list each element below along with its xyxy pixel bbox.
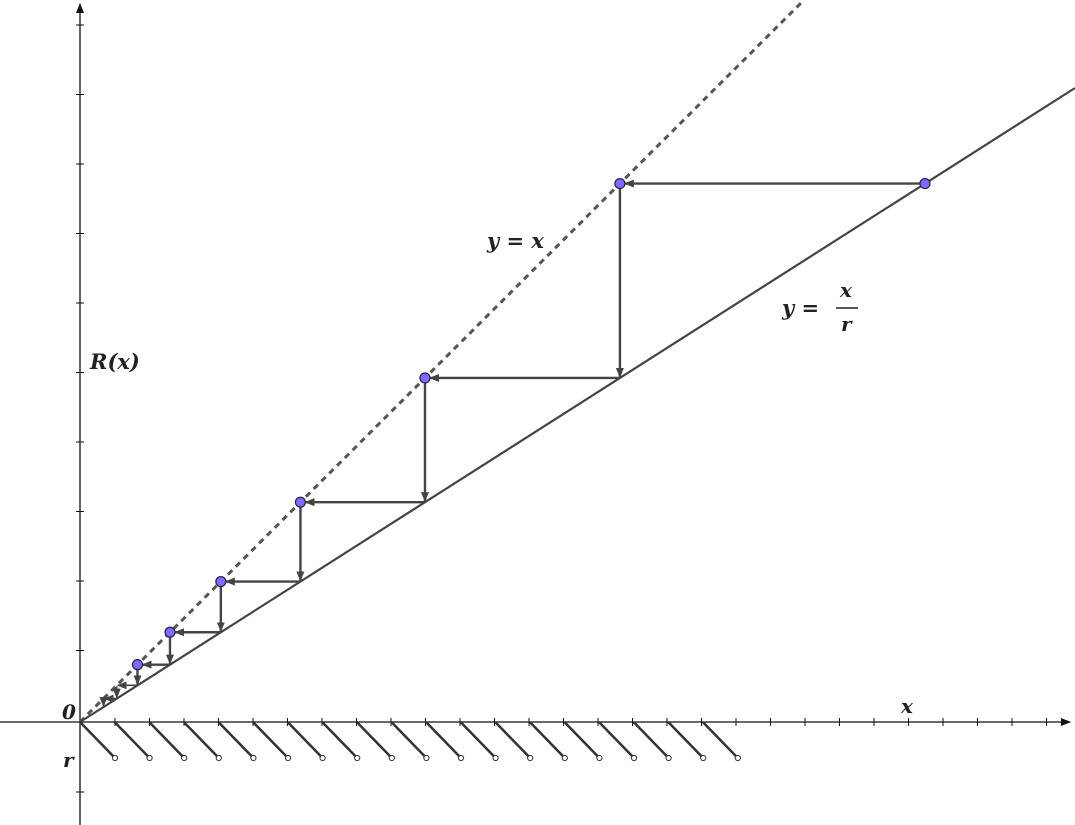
hatch-segment <box>148 721 186 759</box>
hatch-segment <box>113 721 151 759</box>
r-label: r <box>63 748 75 772</box>
hatch-segment <box>528 721 566 759</box>
hatch-end-dot <box>354 754 361 762</box>
identity-line <box>78 0 806 724</box>
start-point <box>919 177 931 190</box>
identity-point <box>294 496 307 508</box>
hatch-segment <box>667 721 705 759</box>
hatch-segment <box>355 721 393 759</box>
hatch-end-dot <box>215 754 222 762</box>
hatch-segment <box>632 721 670 759</box>
scaled-line <box>79 87 1075 723</box>
hatch-end-dot <box>561 754 568 762</box>
hatch-end-dot <box>596 754 603 762</box>
hatch-end-dot <box>734 754 741 762</box>
hatch-end-dot <box>630 754 638 762</box>
hatch-end-dot <box>492 754 499 762</box>
axis-ticks <box>76 24 1047 793</box>
hatch-end-dot <box>423 754 430 762</box>
hatch-segment <box>252 721 289 759</box>
hatch-end-dot <box>146 754 153 762</box>
identity-point <box>131 659 144 671</box>
hatch-segment <box>459 721 497 759</box>
hatch-end-dot <box>284 754 292 762</box>
identity-point <box>164 626 176 638</box>
hatch-marks <box>79 721 741 762</box>
hatch-end-dot <box>181 754 188 762</box>
hatch-end-dot <box>111 754 119 762</box>
identity-point <box>215 575 227 588</box>
identity-line-label: y = x <box>486 228 544 253</box>
hatch-segment <box>494 721 532 759</box>
hatch-end-dot <box>665 754 672 762</box>
hatch-segment <box>425 721 462 759</box>
hatch-segment <box>390 721 428 759</box>
hatch-end-dot <box>700 754 707 762</box>
scaled-line-label-lhs: y = <box>781 295 819 320</box>
hatch-segment <box>286 721 324 759</box>
hatch-segment <box>563 721 601 759</box>
cobweb-steps <box>99 179 925 708</box>
hatch-end-dot <box>319 754 326 762</box>
scaled-line-label-numerator: x <box>839 278 853 302</box>
hatch-end-dot <box>388 754 395 762</box>
hatch-segment <box>701 721 739 759</box>
hatch-segment <box>321 721 359 759</box>
hatch-segment <box>217 721 255 759</box>
hatch-end-dot <box>250 754 257 762</box>
hatch-segment <box>598 721 635 759</box>
x-axis-label: x <box>900 694 914 718</box>
y-axis-label: R(x) <box>89 349 140 374</box>
hatch-end-dot <box>457 754 465 762</box>
identity-point <box>419 372 431 384</box>
hatch-segment <box>182 721 220 759</box>
hatch-segment <box>79 721 116 759</box>
hatch-end-dot <box>527 754 534 762</box>
identity-point <box>614 177 626 190</box>
scaled-line-label-denominator: r <box>841 312 853 336</box>
origin-label: 0 <box>62 700 76 724</box>
fixed-points <box>131 177 931 671</box>
